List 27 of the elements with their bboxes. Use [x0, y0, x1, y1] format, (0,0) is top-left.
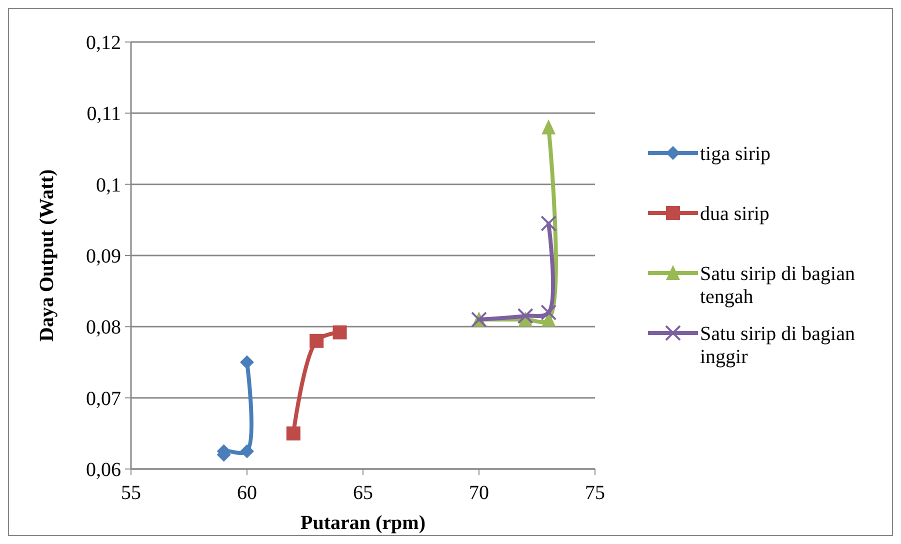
point: [542, 119, 556, 134]
y-tick-label: 0,06: [86, 459, 121, 481]
legend-label: Satu sirip di bagian inggir: [700, 323, 855, 368]
legend-label: dua sirip: [700, 203, 770, 225]
point: [310, 334, 324, 348]
x-tick-label: 65: [353, 482, 373, 504]
point: [240, 355, 254, 370]
legend-label: Satu sirip di bagian tengah: [700, 263, 855, 308]
x-tick-label: 70: [469, 482, 489, 504]
legend-label: tiga sirip: [700, 143, 771, 165]
y-tick-label: 0,12: [86, 32, 121, 54]
x-tick-label: 60: [237, 482, 257, 504]
y-tick-label: 0,09: [86, 246, 121, 268]
point: [332, 325, 347, 340]
y-tick-label: 0,07: [86, 388, 121, 410]
x-axis-title: Putaran (rpm): [300, 512, 426, 534]
y-tick-label: 0,08: [86, 316, 121, 339]
point: [286, 426, 300, 440]
x-tick-label: 55: [121, 482, 141, 504]
point: [517, 308, 534, 324]
y-tick-label: 0,1: [96, 174, 121, 196]
y-axis-title: Daya Output (Watt): [36, 169, 58, 342]
x-tick-label: 75: [585, 482, 605, 504]
point: [540, 215, 557, 232]
y-tick-label: 0,11: [86, 103, 121, 126]
point: [540, 304, 557, 320]
point: [240, 444, 254, 458]
